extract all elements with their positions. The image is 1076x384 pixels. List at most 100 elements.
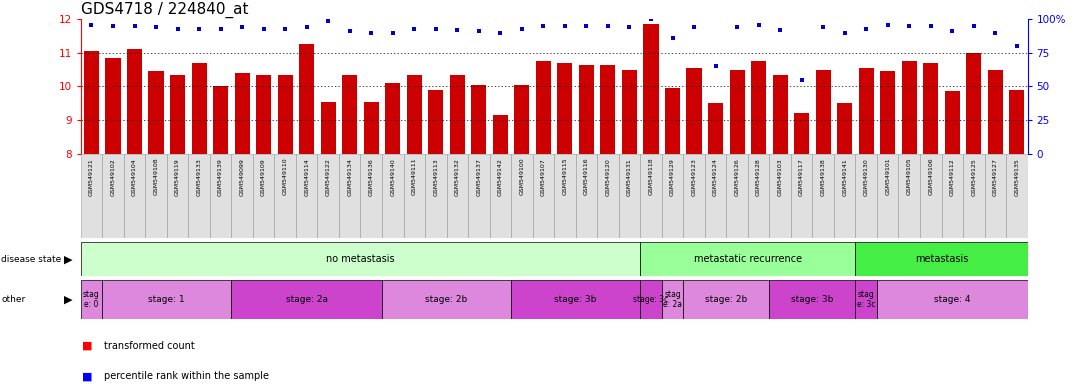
Bar xyxy=(942,154,963,238)
Bar xyxy=(253,154,274,238)
Bar xyxy=(945,91,960,154)
Bar xyxy=(554,154,576,238)
Text: GSM549103: GSM549103 xyxy=(778,158,782,195)
Text: GSM549109: GSM549109 xyxy=(261,158,266,195)
Bar xyxy=(622,70,637,154)
Bar xyxy=(231,280,382,319)
Bar xyxy=(105,58,121,154)
Bar xyxy=(773,74,788,154)
Text: GSM549140: GSM549140 xyxy=(391,158,395,195)
Text: GSM549136: GSM549136 xyxy=(369,158,373,195)
Bar xyxy=(274,154,296,238)
Bar xyxy=(514,85,529,154)
Bar xyxy=(533,154,554,238)
Bar xyxy=(299,45,314,154)
Bar xyxy=(425,154,447,238)
Bar xyxy=(855,242,1028,276)
Bar xyxy=(296,154,317,238)
Bar xyxy=(213,86,228,154)
Text: GSM549127: GSM549127 xyxy=(993,158,997,196)
Bar xyxy=(686,68,702,154)
Bar xyxy=(450,74,465,154)
Bar xyxy=(124,154,145,238)
Text: stag
e: 2a: stag e: 2a xyxy=(663,290,682,309)
Bar xyxy=(102,154,124,238)
Text: GSM549118: GSM549118 xyxy=(649,158,653,195)
Text: GSM549125: GSM549125 xyxy=(972,158,976,195)
Bar xyxy=(769,154,791,238)
Bar xyxy=(210,154,231,238)
Text: GSM549128: GSM549128 xyxy=(756,158,761,195)
Bar xyxy=(640,154,662,238)
Text: stage: 3b: stage: 3b xyxy=(554,295,597,304)
Bar xyxy=(235,73,250,154)
Bar xyxy=(880,71,895,154)
Text: disease state: disease state xyxy=(1,255,61,264)
Text: GSM549101: GSM549101 xyxy=(886,158,890,195)
Text: GSM549117: GSM549117 xyxy=(799,158,804,195)
Text: GSM549137: GSM549137 xyxy=(477,158,481,196)
Bar xyxy=(859,68,874,154)
Text: transformed count: transformed count xyxy=(104,341,195,351)
Text: GSM549134: GSM549134 xyxy=(348,158,352,196)
Bar xyxy=(428,90,443,154)
Bar xyxy=(493,115,508,154)
Bar xyxy=(791,154,812,238)
Text: GSM549141: GSM549141 xyxy=(843,158,847,195)
Text: metastasis: metastasis xyxy=(915,254,968,264)
Text: GSM549135: GSM549135 xyxy=(1015,158,1019,195)
Bar xyxy=(188,154,210,238)
Text: stag
e: 3c: stag e: 3c xyxy=(856,290,876,309)
Bar xyxy=(665,88,680,154)
Bar xyxy=(145,154,167,238)
Bar xyxy=(985,154,1006,238)
Bar xyxy=(769,280,855,319)
Text: GSM549131: GSM549131 xyxy=(627,158,632,195)
Text: GSM549110: GSM549110 xyxy=(283,158,287,195)
Bar xyxy=(407,74,422,154)
Bar xyxy=(536,61,551,154)
Bar xyxy=(640,280,662,319)
Bar xyxy=(192,63,207,154)
Bar xyxy=(1009,90,1024,154)
Text: ■: ■ xyxy=(82,371,93,381)
Bar xyxy=(81,280,102,319)
Text: stage: 4: stage: 4 xyxy=(934,295,971,304)
Bar xyxy=(84,51,99,154)
Bar xyxy=(342,74,357,154)
Bar xyxy=(511,280,640,319)
Bar xyxy=(339,154,360,238)
Text: GSM549100: GSM549100 xyxy=(520,158,524,195)
Text: GSM549123: GSM549123 xyxy=(692,158,696,196)
Text: no metastasis: no metastasis xyxy=(326,254,395,264)
Bar xyxy=(102,280,231,319)
Bar xyxy=(923,63,938,154)
Text: GSM549129: GSM549129 xyxy=(670,158,675,196)
Bar xyxy=(726,154,748,238)
Text: GSM549106: GSM549106 xyxy=(929,158,933,195)
Bar xyxy=(816,70,831,154)
Bar xyxy=(597,154,619,238)
Text: GSM549111: GSM549111 xyxy=(412,158,416,195)
Bar xyxy=(855,154,877,238)
Bar xyxy=(404,154,425,238)
Text: stage: 3c: stage: 3c xyxy=(634,295,668,304)
Text: stage: 2a: stage: 2a xyxy=(285,295,328,304)
Text: ■: ■ xyxy=(82,341,93,351)
Bar xyxy=(576,154,597,238)
Bar xyxy=(447,154,468,238)
Bar xyxy=(1006,154,1028,238)
Text: GSM549139: GSM549139 xyxy=(218,158,223,196)
Text: GSM549104: GSM549104 xyxy=(132,158,137,195)
Bar xyxy=(471,85,486,154)
Text: GSM549113: GSM549113 xyxy=(434,158,438,195)
Text: ▶: ▶ xyxy=(63,295,72,305)
Text: GSM549102: GSM549102 xyxy=(111,158,115,195)
Bar xyxy=(662,280,683,319)
Text: stage: 2b: stage: 2b xyxy=(425,295,468,304)
Text: GSM549114: GSM549114 xyxy=(305,158,309,195)
Bar xyxy=(812,154,834,238)
Bar xyxy=(385,83,400,154)
Text: GSM549105: GSM549105 xyxy=(907,158,911,195)
Bar xyxy=(490,154,511,238)
